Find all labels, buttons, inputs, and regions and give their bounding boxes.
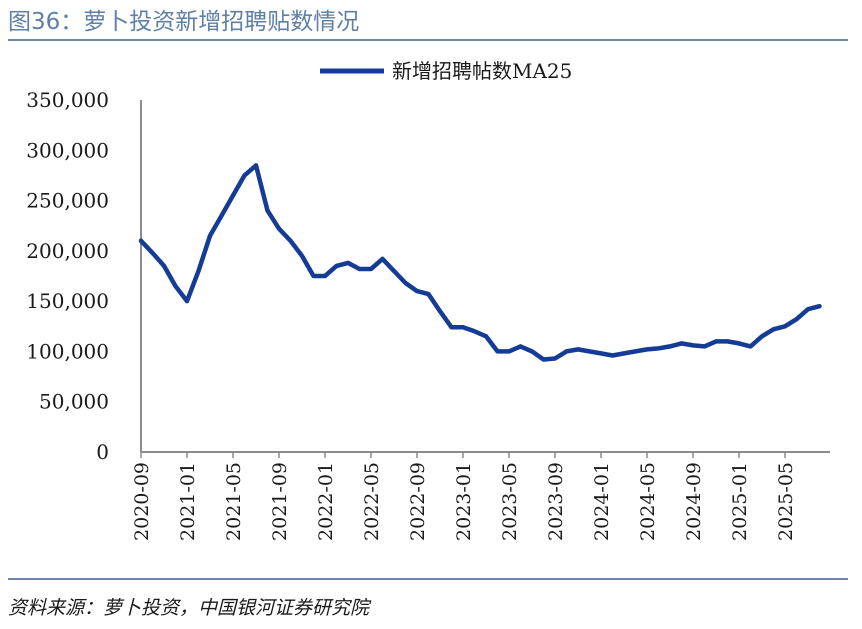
y-tick-label: 350,000	[26, 88, 109, 112]
data-point	[645, 347, 649, 352]
y-tick-label: 0	[96, 440, 109, 464]
y-tick-label: 250,000	[26, 189, 109, 213]
data-point	[185, 299, 189, 304]
data-point	[426, 292, 431, 297]
y-tick-label: 50,000	[39, 390, 109, 414]
data-point	[518, 344, 523, 349]
data-point	[587, 349, 592, 354]
data-point	[311, 274, 316, 278]
data-point	[277, 226, 281, 231]
figure-title: 图36：萝卜投资新增招聘贴数情况	[8, 9, 360, 35]
data-point	[254, 163, 258, 168]
data-point	[679, 341, 684, 346]
x-tick-label: 2024-05	[637, 462, 659, 541]
data-point	[472, 329, 477, 334]
data-point	[380, 256, 385, 261]
legend: 新增招聘帖数MA25	[320, 59, 572, 83]
data-point	[369, 267, 373, 271]
data-point	[495, 349, 500, 354]
x-tick-label: 2023-09	[545, 462, 567, 541]
y-tick-label: 100,000	[26, 339, 109, 363]
data-point	[346, 260, 350, 265]
data-point	[357, 267, 362, 271]
x-tick-label: 2022-05	[361, 462, 383, 541]
x-tick-marks	[140, 452, 786, 458]
data-point	[334, 263, 339, 268]
y-tick-label: 150,000	[26, 289, 109, 313]
data-point	[576, 347, 580, 352]
data-point	[668, 344, 672, 349]
data-point	[564, 349, 569, 354]
bottom-rule	[8, 578, 848, 580]
data-point	[553, 356, 557, 361]
data-point	[403, 281, 408, 285]
x-tick-label: 2023-01	[453, 462, 475, 541]
data-point	[415, 289, 419, 294]
data-point	[541, 357, 546, 362]
data-point	[288, 238, 293, 243]
x-tick-label: 2024-01	[591, 462, 613, 541]
data-point	[323, 274, 327, 278]
data-point	[817, 304, 822, 309]
y-tick-labels: 350,000 300,000 250,000 200,000 150,000 100,0…	[26, 88, 109, 464]
data-point	[530, 349, 534, 354]
x-tick-label: 2025-05	[775, 462, 797, 541]
x-tick-labels: 2020-09 2021-01 2021-05 2021-09 2022-01 2022-…	[131, 462, 797, 541]
data-point	[196, 269, 201, 273]
x-tick-label: 2020-09	[131, 462, 153, 541]
top-rule	[8, 39, 848, 41]
data-point	[449, 325, 454, 330]
data-point	[208, 233, 212, 238]
x-tick-label: 2024-09	[683, 462, 705, 541]
x-tick-label: 2022-01	[315, 462, 337, 541]
data-points	[139, 163, 822, 362]
data-point	[265, 208, 270, 213]
x-tick-label: 2021-01	[177, 462, 199, 541]
data-point	[633, 349, 638, 354]
x-tick-label: 2021-09	[269, 462, 291, 541]
legend-label: 新增招聘帖数MA25	[392, 59, 572, 83]
x-tick-label: 2021-05	[223, 462, 245, 541]
y-tick-label: 200,000	[26, 239, 109, 263]
data-point	[794, 317, 799, 322]
data-point	[702, 344, 707, 349]
data-point	[461, 325, 465, 330]
data-point	[656, 346, 661, 351]
data-point	[714, 339, 718, 344]
x-tick-label: 2022-09	[407, 462, 429, 541]
y-tick-label: 300,000	[26, 138, 109, 162]
data-point	[691, 343, 695, 348]
data-point	[725, 339, 730, 344]
data-point	[162, 263, 166, 268]
data-point	[760, 334, 764, 339]
data-point	[771, 327, 776, 332]
data-point	[599, 351, 603, 356]
data-point	[806, 307, 810, 312]
data-point	[139, 238, 143, 243]
data-point	[622, 351, 626, 356]
data-point	[242, 173, 247, 178]
data-point	[173, 284, 178, 289]
data-point	[507, 349, 511, 354]
data-point	[748, 344, 753, 349]
x-tick-label: 2023-05	[499, 462, 521, 541]
data-point	[219, 213, 224, 218]
data-point	[438, 309, 442, 314]
x-tick-label: 2025-01	[729, 462, 751, 541]
source-note: 资料来源：萝卜投资，中国银河证券研究院	[8, 597, 370, 619]
data-point	[150, 250, 155, 255]
data-point	[737, 341, 741, 346]
data-point	[392, 269, 396, 273]
data-point	[300, 253, 304, 258]
data-point	[484, 334, 488, 339]
series-line-new-postings-ma25	[138, 163, 822, 362]
line-chart: 新增招聘帖数MA25 350,000 300,000 250,000 200,000 1…	[26, 59, 830, 541]
data-point	[783, 324, 787, 329]
data-point	[231, 193, 235, 198]
data-point	[610, 353, 615, 358]
